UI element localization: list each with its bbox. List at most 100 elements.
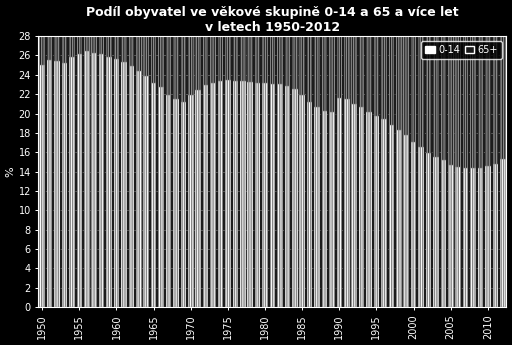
Bar <box>411 8 416 141</box>
Bar <box>270 83 275 307</box>
Bar <box>463 168 468 307</box>
Bar <box>106 0 112 57</box>
Bar <box>455 167 461 307</box>
Bar <box>54 61 60 307</box>
Bar <box>433 22 439 157</box>
Bar <box>396 0 401 130</box>
Bar <box>203 0 208 86</box>
Bar <box>463 27 468 168</box>
Bar <box>285 0 290 87</box>
Bar <box>336 0 342 98</box>
Bar <box>470 168 476 307</box>
Bar <box>47 60 52 307</box>
Bar <box>151 82 156 307</box>
Bar <box>389 0 394 125</box>
Bar <box>173 99 179 307</box>
Bar <box>351 104 357 307</box>
Bar <box>143 76 149 307</box>
Bar <box>485 16 490 166</box>
Legend: 0-14, 65+: 0-14, 65+ <box>421 41 502 59</box>
Bar <box>418 147 424 307</box>
Bar <box>396 130 401 307</box>
Bar <box>455 27 461 167</box>
Bar <box>39 0 45 65</box>
Bar <box>143 0 149 76</box>
Bar <box>440 160 446 307</box>
Bar <box>225 80 231 307</box>
Bar <box>106 57 112 307</box>
Bar <box>285 87 290 307</box>
Bar <box>300 0 305 95</box>
Bar <box>218 81 223 307</box>
Bar <box>292 0 297 89</box>
Bar <box>448 26 454 165</box>
Bar <box>232 81 238 307</box>
Bar <box>425 19 431 153</box>
Bar <box>173 0 179 99</box>
Bar <box>485 166 490 307</box>
Bar <box>92 52 97 307</box>
Bar <box>359 107 365 307</box>
Bar <box>114 0 119 59</box>
Bar <box>277 0 283 85</box>
Bar <box>270 0 275 83</box>
Bar <box>307 0 312 102</box>
Bar <box>329 111 335 307</box>
Bar <box>196 0 201 90</box>
Bar <box>374 116 379 307</box>
Bar <box>114 59 119 307</box>
Bar <box>129 0 134 66</box>
Bar <box>196 90 201 307</box>
Bar <box>69 57 75 307</box>
Bar <box>314 0 320 107</box>
Bar <box>277 85 283 307</box>
Bar <box>500 159 505 307</box>
Bar <box>366 111 372 307</box>
Bar <box>151 0 156 82</box>
Bar <box>218 0 223 81</box>
Bar <box>84 0 90 51</box>
Bar <box>255 0 261 82</box>
Bar <box>181 0 186 102</box>
Bar <box>136 0 141 71</box>
Bar <box>181 102 186 307</box>
Bar <box>158 0 164 87</box>
Bar <box>121 62 126 307</box>
Bar <box>255 82 261 307</box>
Bar <box>240 0 246 81</box>
Bar <box>307 102 312 307</box>
Bar <box>76 0 82 53</box>
Bar <box>470 22 476 168</box>
Bar <box>322 0 327 111</box>
Bar <box>225 0 231 80</box>
Bar <box>403 135 409 307</box>
Bar <box>158 87 164 307</box>
Bar <box>99 55 104 307</box>
Bar <box>418 14 424 147</box>
Bar <box>166 95 171 307</box>
Bar <box>389 125 394 307</box>
Bar <box>188 95 194 307</box>
Bar <box>240 81 246 307</box>
Bar <box>247 81 253 307</box>
Bar <box>493 11 498 164</box>
Bar <box>359 0 365 107</box>
Bar <box>76 53 82 307</box>
Bar <box>210 0 216 82</box>
Bar <box>188 0 194 95</box>
Bar <box>344 0 350 99</box>
Bar <box>61 0 67 63</box>
Bar <box>322 111 327 307</box>
Bar <box>136 71 141 307</box>
Bar <box>61 63 67 307</box>
Bar <box>54 0 60 61</box>
Bar <box>39 65 45 307</box>
Bar <box>440 22 446 160</box>
Bar <box>84 51 90 307</box>
Bar <box>203 86 208 307</box>
Bar <box>129 66 134 307</box>
Bar <box>411 141 416 307</box>
Bar <box>292 89 297 307</box>
Bar <box>374 0 379 116</box>
Bar <box>381 119 387 307</box>
